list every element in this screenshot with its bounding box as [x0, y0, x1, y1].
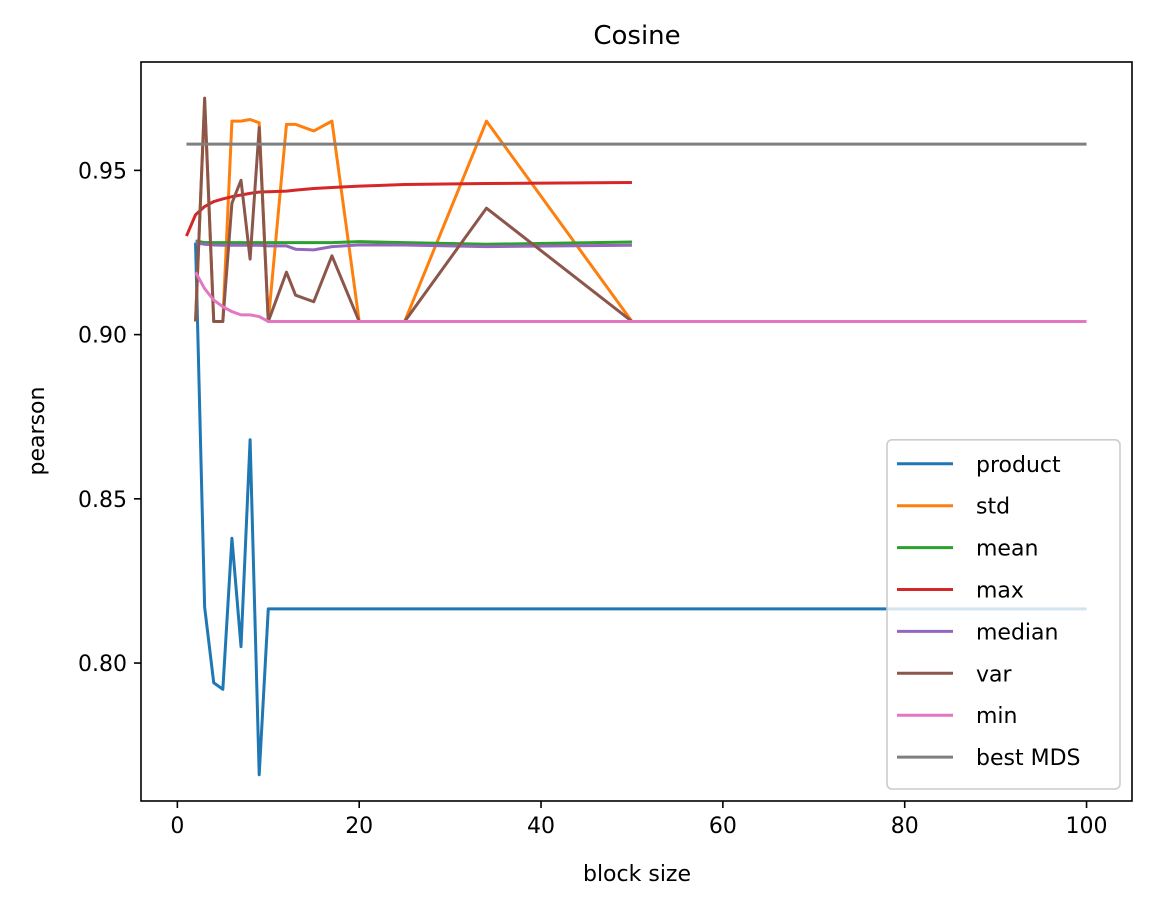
y-axis-label: pearson: [25, 387, 50, 476]
y-tick-label: 0.90: [78, 324, 127, 349]
legend-label-best-mds: best MDS: [976, 746, 1080, 771]
legend-label-product: product: [976, 453, 1061, 478]
plot-frame: [140, 61, 1133, 802]
legend-box: [886, 438, 1121, 790]
y-tick-label: 0.80: [78, 652, 127, 677]
series-line-max: [185, 181, 632, 237]
x-tick-label: 20: [345, 814, 373, 839]
series-line-min: [194, 271, 1087, 323]
legend-label-max: max: [976, 579, 1024, 604]
y-axis: 0.80 0.85 0.90 0.95: [78, 159, 141, 677]
x-axis-label: block size: [583, 862, 691, 887]
chart-title: Cosine: [593, 21, 680, 51]
legend: product std mean max median var min best MDS: [886, 438, 1121, 790]
legend-label-median: median: [976, 620, 1058, 645]
x-tick-label: 60: [709, 814, 737, 839]
legend-label-min: min: [976, 704, 1018, 729]
legend-label-std: std: [976, 495, 1010, 520]
legend-label-var: var: [976, 662, 1013, 687]
x-tick-label: 100: [1066, 814, 1108, 839]
x-tick-label: 0: [170, 814, 184, 839]
series-layer: [185, 96, 1087, 777]
y-tick-label: 0.85: [78, 488, 127, 513]
series-line-product: [194, 242, 1087, 777]
x-axis: 0 20 40 60 80 100: [170, 801, 1108, 839]
y-tick-label: 0.95: [78, 159, 127, 184]
series-line-median: [195, 241, 632, 252]
legend-label-mean: mean: [976, 537, 1038, 562]
x-tick-label: 80: [891, 814, 919, 839]
x-tick-label: 40: [527, 814, 555, 839]
